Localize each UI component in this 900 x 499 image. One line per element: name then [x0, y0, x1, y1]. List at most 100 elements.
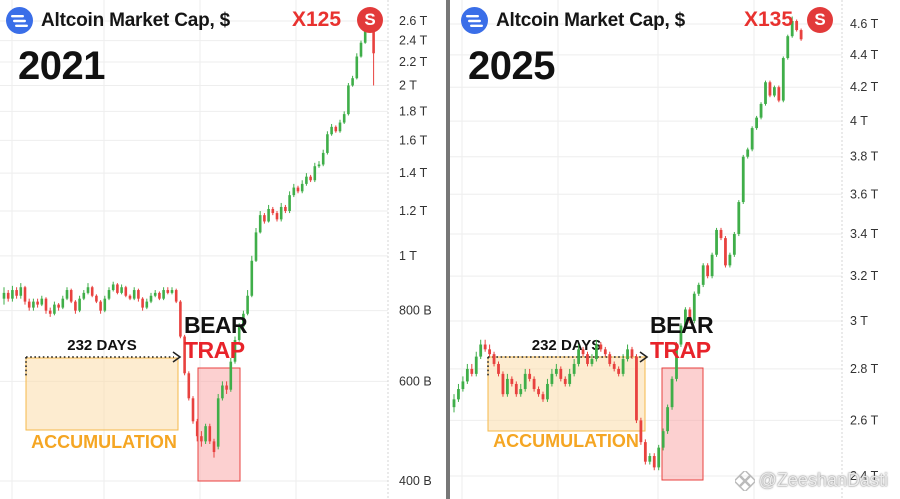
candlestick-chart-2025: 4.6 T 4.4 T 4.2 T 4 T 3.8 T 3.6 T 3.4 T 3.2 T 3 …	[450, 0, 879, 499]
candle-body	[670, 378, 674, 408]
candle-body	[326, 134, 329, 153]
y-tick-label: 3.8 T	[850, 150, 879, 164]
candle-body	[630, 349, 634, 357]
candle-body	[6, 292, 10, 299]
candle-body	[737, 202, 741, 235]
y-tick-label: 1.8 T	[399, 104, 428, 118]
candle-body	[309, 176, 312, 181]
chart-title: Altcoin Market Cap, $	[41, 9, 231, 31]
candle-body	[461, 381, 465, 390]
candle-body	[773, 87, 776, 96]
candle-body	[116, 284, 119, 293]
candle-body	[153, 292, 157, 296]
candle-body	[452, 399, 456, 408]
y-tick-label: 1.6 T	[399, 133, 428, 147]
candle-body	[279, 206, 283, 220]
candle-body	[237, 326, 241, 340]
candle-body	[23, 287, 27, 302]
candle-body	[321, 152, 325, 165]
y-tick-label: 3.6 T	[850, 187, 879, 201]
candle-body	[483, 344, 487, 350]
duration-label: 232 DAYS	[532, 337, 602, 354]
candle-body	[652, 456, 656, 468]
candle-body	[786, 36, 790, 59]
candle-body	[532, 378, 536, 390]
y-tick-label: 1.2 T	[399, 204, 428, 218]
candle-body	[103, 298, 107, 311]
candle-body	[254, 232, 258, 261]
y-tick-label: 4.6 T	[850, 17, 879, 31]
candlestick-chart-2021: 2.6 T 2.4 T 2.2 T 2 T 1.8 T 1.6 T 1.4 T 1.2 T 1 …	[0, 0, 432, 499]
candle-body	[183, 336, 186, 374]
y-tick-label: 4.4 T	[850, 48, 879, 62]
candle-body	[271, 208, 275, 214]
candle-body	[750, 128, 754, 150]
candle-body	[69, 290, 73, 302]
chart-panel-2025: 4.6 T 4.4 T 4.2 T 4 T 3.8 T 3.6 T 3.4 T 3.2 T 3 …	[450, 0, 900, 499]
y-tick-label: 3.4 T	[850, 227, 879, 241]
candle-body	[225, 385, 228, 390]
candle-body	[158, 292, 161, 299]
y-tick-label: 2.6 T	[399, 14, 428, 28]
candle-body	[590, 359, 594, 364]
candle-body	[149, 295, 153, 302]
candle-body	[145, 301, 149, 308]
candle-body	[48, 310, 52, 314]
bear-label: BEAR	[650, 312, 714, 338]
candle-body	[706, 265, 710, 277]
candle-body	[497, 363, 500, 374]
candle-body	[99, 301, 102, 311]
candle-body	[221, 385, 224, 399]
year-label: 2021	[18, 44, 105, 88]
bars-logo-icon	[6, 7, 33, 34]
candle-body	[479, 344, 483, 357]
candle-body	[61, 298, 65, 308]
accumulation-box	[25, 357, 179, 431]
candle-body	[603, 349, 607, 355]
trap-label: TRAP	[650, 337, 711, 363]
y-tick-label: 2.8 T	[850, 362, 879, 376]
candle-body	[554, 368, 558, 374]
candle-body	[363, 24, 367, 43]
candle-body	[124, 287, 128, 296]
candle-body	[648, 456, 652, 462]
candle-body	[586, 354, 589, 364]
candle-body	[267, 208, 270, 222]
watermark-text: @ZeeshanDasti	[758, 470, 888, 490]
candle-body	[90, 287, 94, 296]
candle-body	[728, 254, 732, 266]
candle-body	[258, 215, 262, 233]
candle-body	[550, 373, 554, 384]
candle-body	[621, 359, 625, 374]
candle-body	[661, 431, 665, 448]
chart-title: Altcoin Market Cap, $	[496, 9, 686, 31]
candle-body	[351, 78, 354, 86]
candle-body	[688, 309, 692, 321]
multiplier-label: X135	[744, 8, 794, 31]
candle-body	[242, 313, 245, 327]
candle-body	[246, 295, 249, 314]
y-tick-label: 2.6 T	[850, 413, 879, 427]
candle-body	[514, 383, 518, 395]
candle-body	[2, 292, 6, 299]
candle-body	[36, 301, 39, 305]
candle-body	[107, 290, 111, 299]
candle-body	[537, 389, 540, 395]
candle-body	[263, 215, 266, 222]
candle-body	[296, 187, 300, 192]
y-tick-label: 1 T	[399, 249, 417, 263]
candle-body	[581, 349, 585, 355]
candle-body	[732, 234, 736, 255]
trap-label: TRAP	[184, 337, 245, 363]
candle-body	[777, 87, 781, 101]
candle-body	[288, 195, 291, 212]
candle-body	[372, 26, 375, 54]
candle-body	[141, 298, 144, 308]
candle-body	[275, 213, 279, 220]
bear-label: BEAR	[184, 312, 248, 338]
candle-body	[626, 349, 629, 360]
candle-body	[216, 398, 220, 447]
candle-body	[15, 290, 18, 296]
candle-body	[465, 368, 469, 382]
y-tick-label: 2.4 T	[399, 34, 428, 48]
